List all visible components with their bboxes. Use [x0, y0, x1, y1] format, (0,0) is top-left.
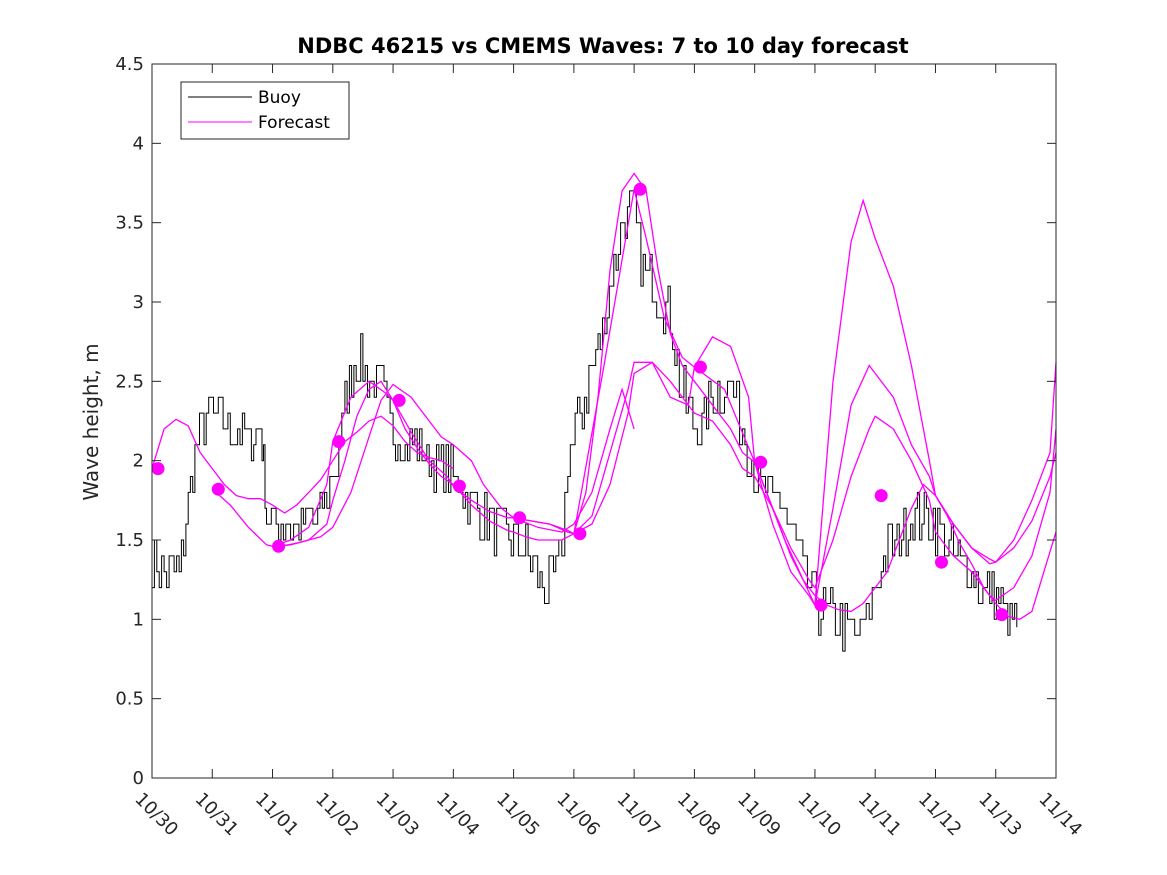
y-tick-label: 3	[133, 292, 144, 313]
forecast-series-line-1	[151, 415, 454, 514]
x-tick-label: 11/04	[432, 789, 484, 841]
x-tick-label: 11/05	[492, 789, 544, 841]
plot-area	[151, 63, 1057, 779]
forecast-marker-4	[332, 435, 346, 449]
forecast-marker-2	[211, 482, 225, 496]
forecast-marker-15	[995, 608, 1009, 622]
forecast-marker-5	[392, 393, 406, 407]
x-axis-ticks: 10/30 10/31 11/01 11/02 11/03 11/04 11/05 11/06…	[130, 64, 1086, 840]
forecast-marker-14	[935, 555, 948, 569]
forecast-marker-7	[513, 511, 527, 525]
y-tick-label: 1.5	[115, 530, 144, 551]
axes-frame	[151, 63, 1057, 779]
forecast-marker-13	[874, 489, 888, 503]
y-tick-label: 2	[133, 451, 144, 472]
legend-forecast-label: Forecast	[258, 113, 330, 133]
x-tick-label: 11/03	[372, 789, 424, 841]
forecast-series-line-4	[272, 172, 1057, 621]
y-tick-label: 4.5	[115, 54, 144, 75]
forecast-series-line-7	[513, 387, 635, 533]
forecast-marker-10	[693, 360, 707, 374]
buoy-series-line	[152, 190, 1018, 652]
x-tick-label: 11/09	[733, 789, 785, 841]
y-axis-label: Wave height, m	[79, 343, 103, 500]
forecast-marker-3	[272, 539, 286, 553]
x-tick-label: 11/12	[914, 789, 966, 841]
forecast-series-line-3	[272, 361, 1057, 602]
legend-buoy-label: Buoy	[258, 88, 301, 108]
y-tick-label: 3.5	[115, 213, 144, 234]
forecast-marker-9	[633, 182, 647, 196]
x-tick-label: 11/06	[552, 789, 604, 841]
x-tick-label: 11/13	[974, 789, 1026, 841]
y-tick-label: 2.5	[115, 371, 144, 392]
x-tick-label: 11/10	[793, 789, 845, 841]
x-tick-label: 10/30	[130, 789, 182, 841]
forecast-marker-11	[754, 455, 768, 469]
chart-title: NDBC 46215 vs CMEMS Waves: 7 to 10 day f…	[297, 34, 908, 58]
x-tick-label: 11/14	[1034, 789, 1086, 841]
y-tick-label: 0.5	[115, 689, 144, 710]
x-tick-label: 11/02	[311, 789, 363, 841]
y-axis-ticks: 0 0.5 1 1.5 2 2.5 3 3.5 4 4.5	[115, 54, 1056, 789]
forecast-marker-1	[151, 462, 165, 476]
y-tick-label: 0	[133, 768, 144, 789]
forecast-series-line-2	[211, 336, 1057, 607]
x-tick-label: 10/31	[191, 789, 243, 841]
x-tick-label: 11/11	[854, 789, 906, 841]
forecast-series-line-5	[573, 189, 816, 606]
y-tick-label: 4	[133, 133, 144, 154]
forecast-marker-12	[814, 598, 828, 612]
x-tick-label: 11/07	[613, 789, 665, 841]
forecast-series-line-6	[814, 198, 1057, 606]
x-tick-label: 11/08	[673, 789, 725, 841]
forecast-marker-6	[452, 479, 466, 493]
legend-box	[180, 81, 350, 140]
forecast-marker-8	[573, 527, 587, 541]
x-tick-label: 11/01	[251, 789, 303, 841]
legend: Buoy Forecast	[180, 81, 350, 140]
y-tick-label: 1	[133, 609, 144, 630]
